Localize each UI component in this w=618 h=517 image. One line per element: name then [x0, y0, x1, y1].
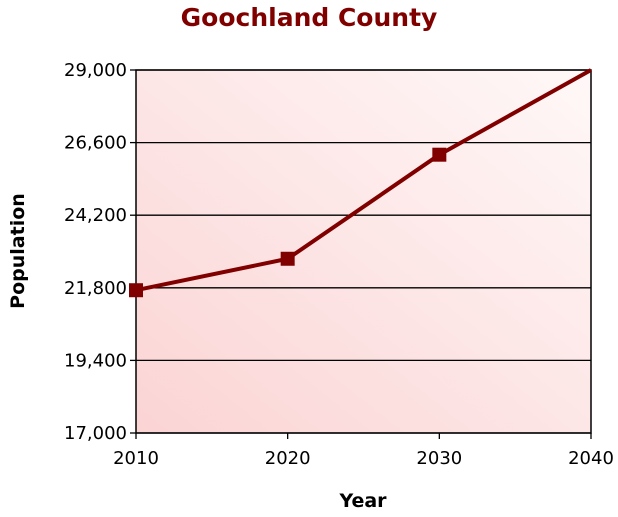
- data-point: [432, 147, 447, 162]
- y-axis-ticks: 17,000 19,400 21,800 24,200 26,600 29,000: [64, 60, 136, 444]
- x-tick-label: 2010: [113, 448, 159, 469]
- chart-title: Goochland County: [181, 3, 438, 32]
- series-line: [135, 68, 592, 293]
- y-tick-label: 29,000: [64, 60, 127, 81]
- x-tick-label: 2020: [265, 448, 311, 469]
- x-axis-ticks: 2010 2020 2030 2040: [113, 433, 614, 469]
- x-axis-title: Year: [338, 490, 387, 512]
- data-point: [129, 283, 143, 298]
- x-tick-label: 2030: [416, 448, 462, 469]
- y-tick-label: 19,400: [64, 350, 127, 371]
- plot-frame: [135, 69, 592, 434]
- plot-area: [136, 70, 591, 433]
- y-tick-label: 17,000: [64, 423, 127, 444]
- y-axis-title: Population: [7, 193, 29, 309]
- y-tick-label: 24,200: [64, 205, 127, 226]
- x-tick-label: 2040: [568, 448, 614, 469]
- series-population: [129, 68, 592, 298]
- data-point: [280, 251, 295, 266]
- y-tick-label: 21,800: [64, 278, 127, 299]
- y-tick-label: 26,600: [64, 133, 127, 154]
